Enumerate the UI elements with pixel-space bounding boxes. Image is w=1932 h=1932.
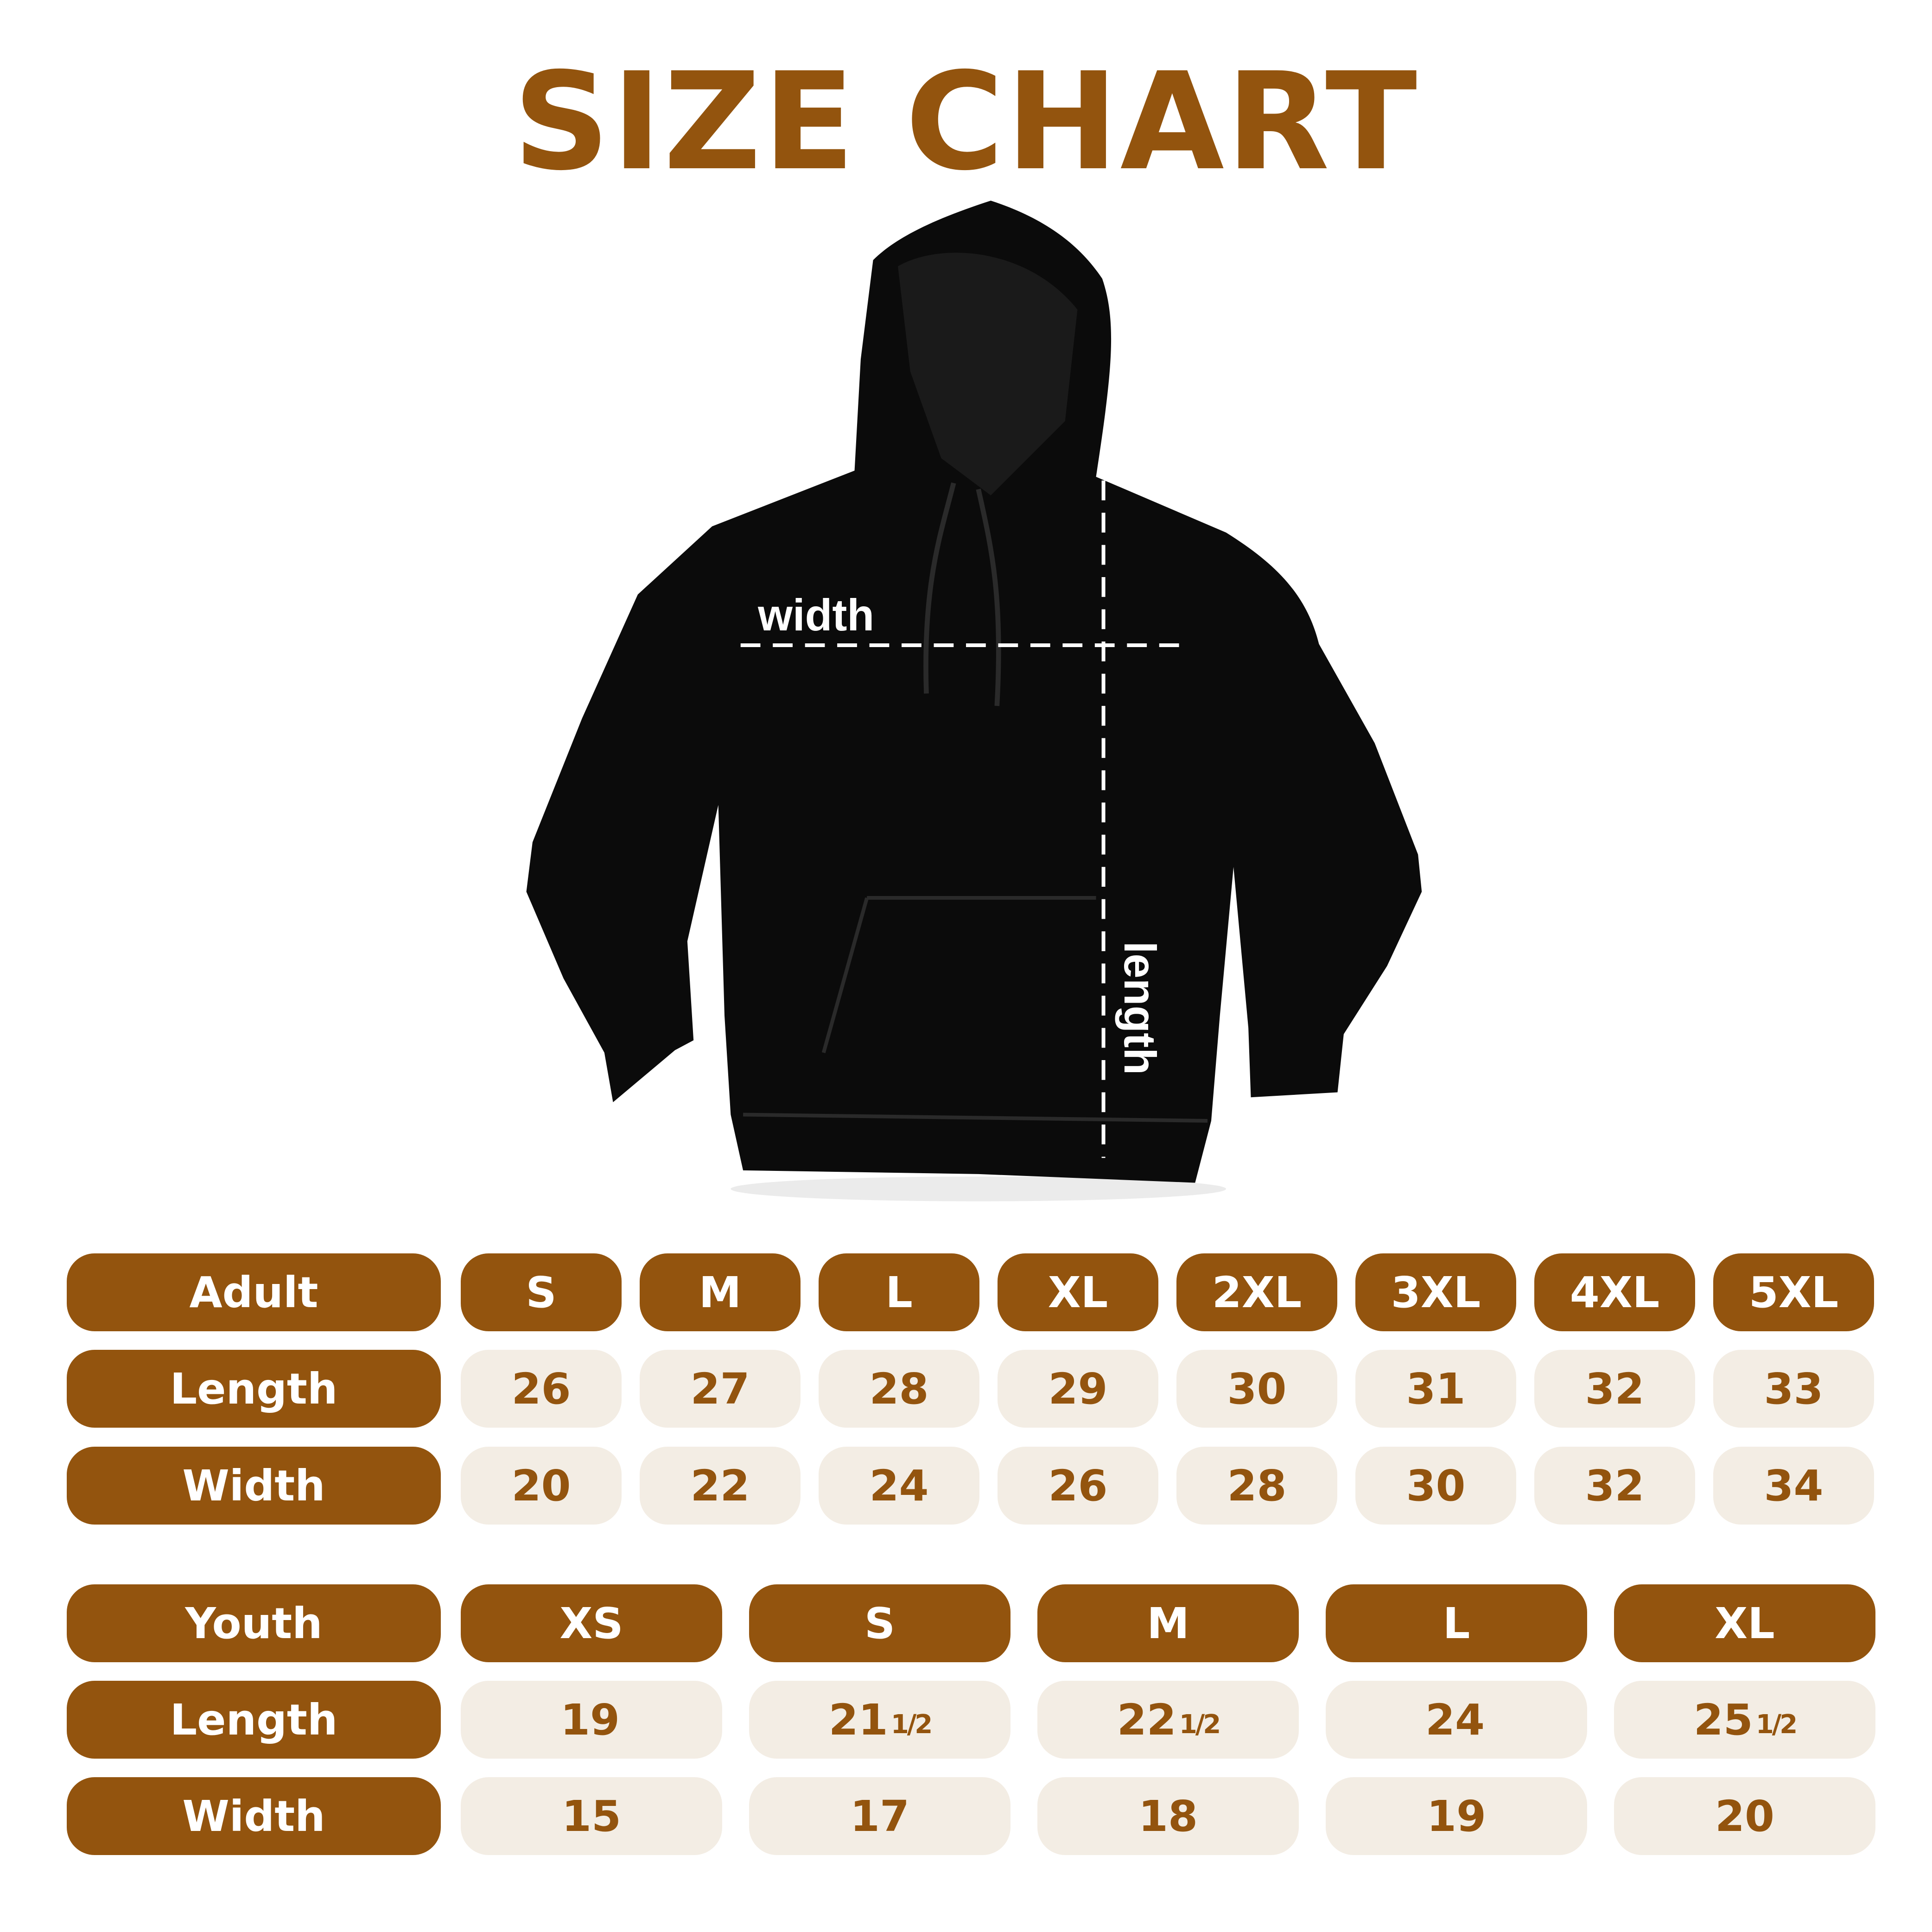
length-whole: 21 bbox=[828, 1695, 888, 1745]
youth-length-label: Length bbox=[67, 1681, 441, 1759]
adult-width-cell: 32 bbox=[1534, 1447, 1695, 1525]
adult-length-cell: 33 bbox=[1713, 1350, 1874, 1428]
adult-length-cell: 26 bbox=[461, 1350, 622, 1428]
adult-width-label: Width bbox=[67, 1447, 441, 1525]
youth-length-cell: 19 bbox=[461, 1681, 722, 1759]
width-label: width bbox=[757, 591, 874, 640]
adult-size-header: 5XL bbox=[1713, 1253, 1874, 1331]
adult-width-cell: 22 bbox=[640, 1447, 801, 1525]
adult-size-header: 4XL bbox=[1534, 1253, 1695, 1331]
youth-size-header: M bbox=[1037, 1584, 1299, 1662]
adult-width-cell: 20 bbox=[461, 1447, 622, 1525]
length-whole: 22 bbox=[1117, 1695, 1176, 1745]
adult-width-cell: 24 bbox=[819, 1447, 979, 1525]
youth-length-cell: 25 1/2 bbox=[1614, 1681, 1875, 1759]
length-whole: 19 bbox=[560, 1695, 620, 1745]
youth-width-cell: 18 bbox=[1037, 1777, 1299, 1855]
page-title: SIZE CHART bbox=[513, 44, 1419, 200]
length-fraction: 1/2 bbox=[1755, 1709, 1798, 1740]
adult-length-cell: 30 bbox=[1176, 1350, 1337, 1428]
adult-width-cell: 30 bbox=[1355, 1447, 1516, 1525]
youth-width-cell: 19 bbox=[1326, 1777, 1587, 1855]
adult-width-cell: 26 bbox=[998, 1447, 1158, 1525]
youth-width-label: Width bbox=[67, 1777, 441, 1855]
youth-size-header: L bbox=[1326, 1584, 1587, 1662]
adult-size-header: 2XL bbox=[1176, 1253, 1337, 1331]
adult-width-cell: 34 bbox=[1713, 1447, 1874, 1525]
adult-size-header: L bbox=[819, 1253, 979, 1331]
youth-width-cell: 17 bbox=[749, 1777, 1010, 1855]
youth-length-cell: 24 bbox=[1326, 1681, 1587, 1759]
adult-length-cell: 31 bbox=[1355, 1350, 1516, 1428]
adult-header: Adult bbox=[67, 1253, 441, 1331]
adult-length-cell: 29 bbox=[998, 1350, 1158, 1428]
length-whole: 25 bbox=[1693, 1695, 1753, 1745]
length-fraction: 1/2 bbox=[890, 1709, 933, 1740]
length-fraction: 1/2 bbox=[1179, 1709, 1221, 1740]
adult-width-cell: 28 bbox=[1176, 1447, 1337, 1525]
adult-size-header: M bbox=[640, 1253, 801, 1331]
youth-length-cell: 22 1/2 bbox=[1037, 1681, 1299, 1759]
length-whole: 24 bbox=[1425, 1695, 1485, 1745]
adult-size-header: XL bbox=[998, 1253, 1158, 1331]
youth-length-cell: 21 1/2 bbox=[749, 1681, 1010, 1759]
adult-length-cell: 28 bbox=[819, 1350, 979, 1428]
youth-width-cell: 20 bbox=[1614, 1777, 1875, 1855]
youth-header: Youth bbox=[67, 1584, 441, 1662]
hoodie-icon bbox=[526, 200, 1422, 1183]
adult-length-cell: 27 bbox=[640, 1350, 801, 1428]
youth-width-cell: 15 bbox=[461, 1777, 722, 1855]
adult-length-cell: 32 bbox=[1534, 1350, 1695, 1428]
youth-size-header: XL bbox=[1614, 1584, 1875, 1662]
youth-size-header: XS bbox=[461, 1584, 722, 1662]
length-label: length bbox=[1115, 941, 1164, 1075]
adult-size-header: 3XL bbox=[1355, 1253, 1516, 1331]
adult-size-header: S bbox=[461, 1253, 622, 1331]
youth-size-header: S bbox=[749, 1584, 1010, 1662]
adult-length-label: Length bbox=[67, 1350, 441, 1428]
